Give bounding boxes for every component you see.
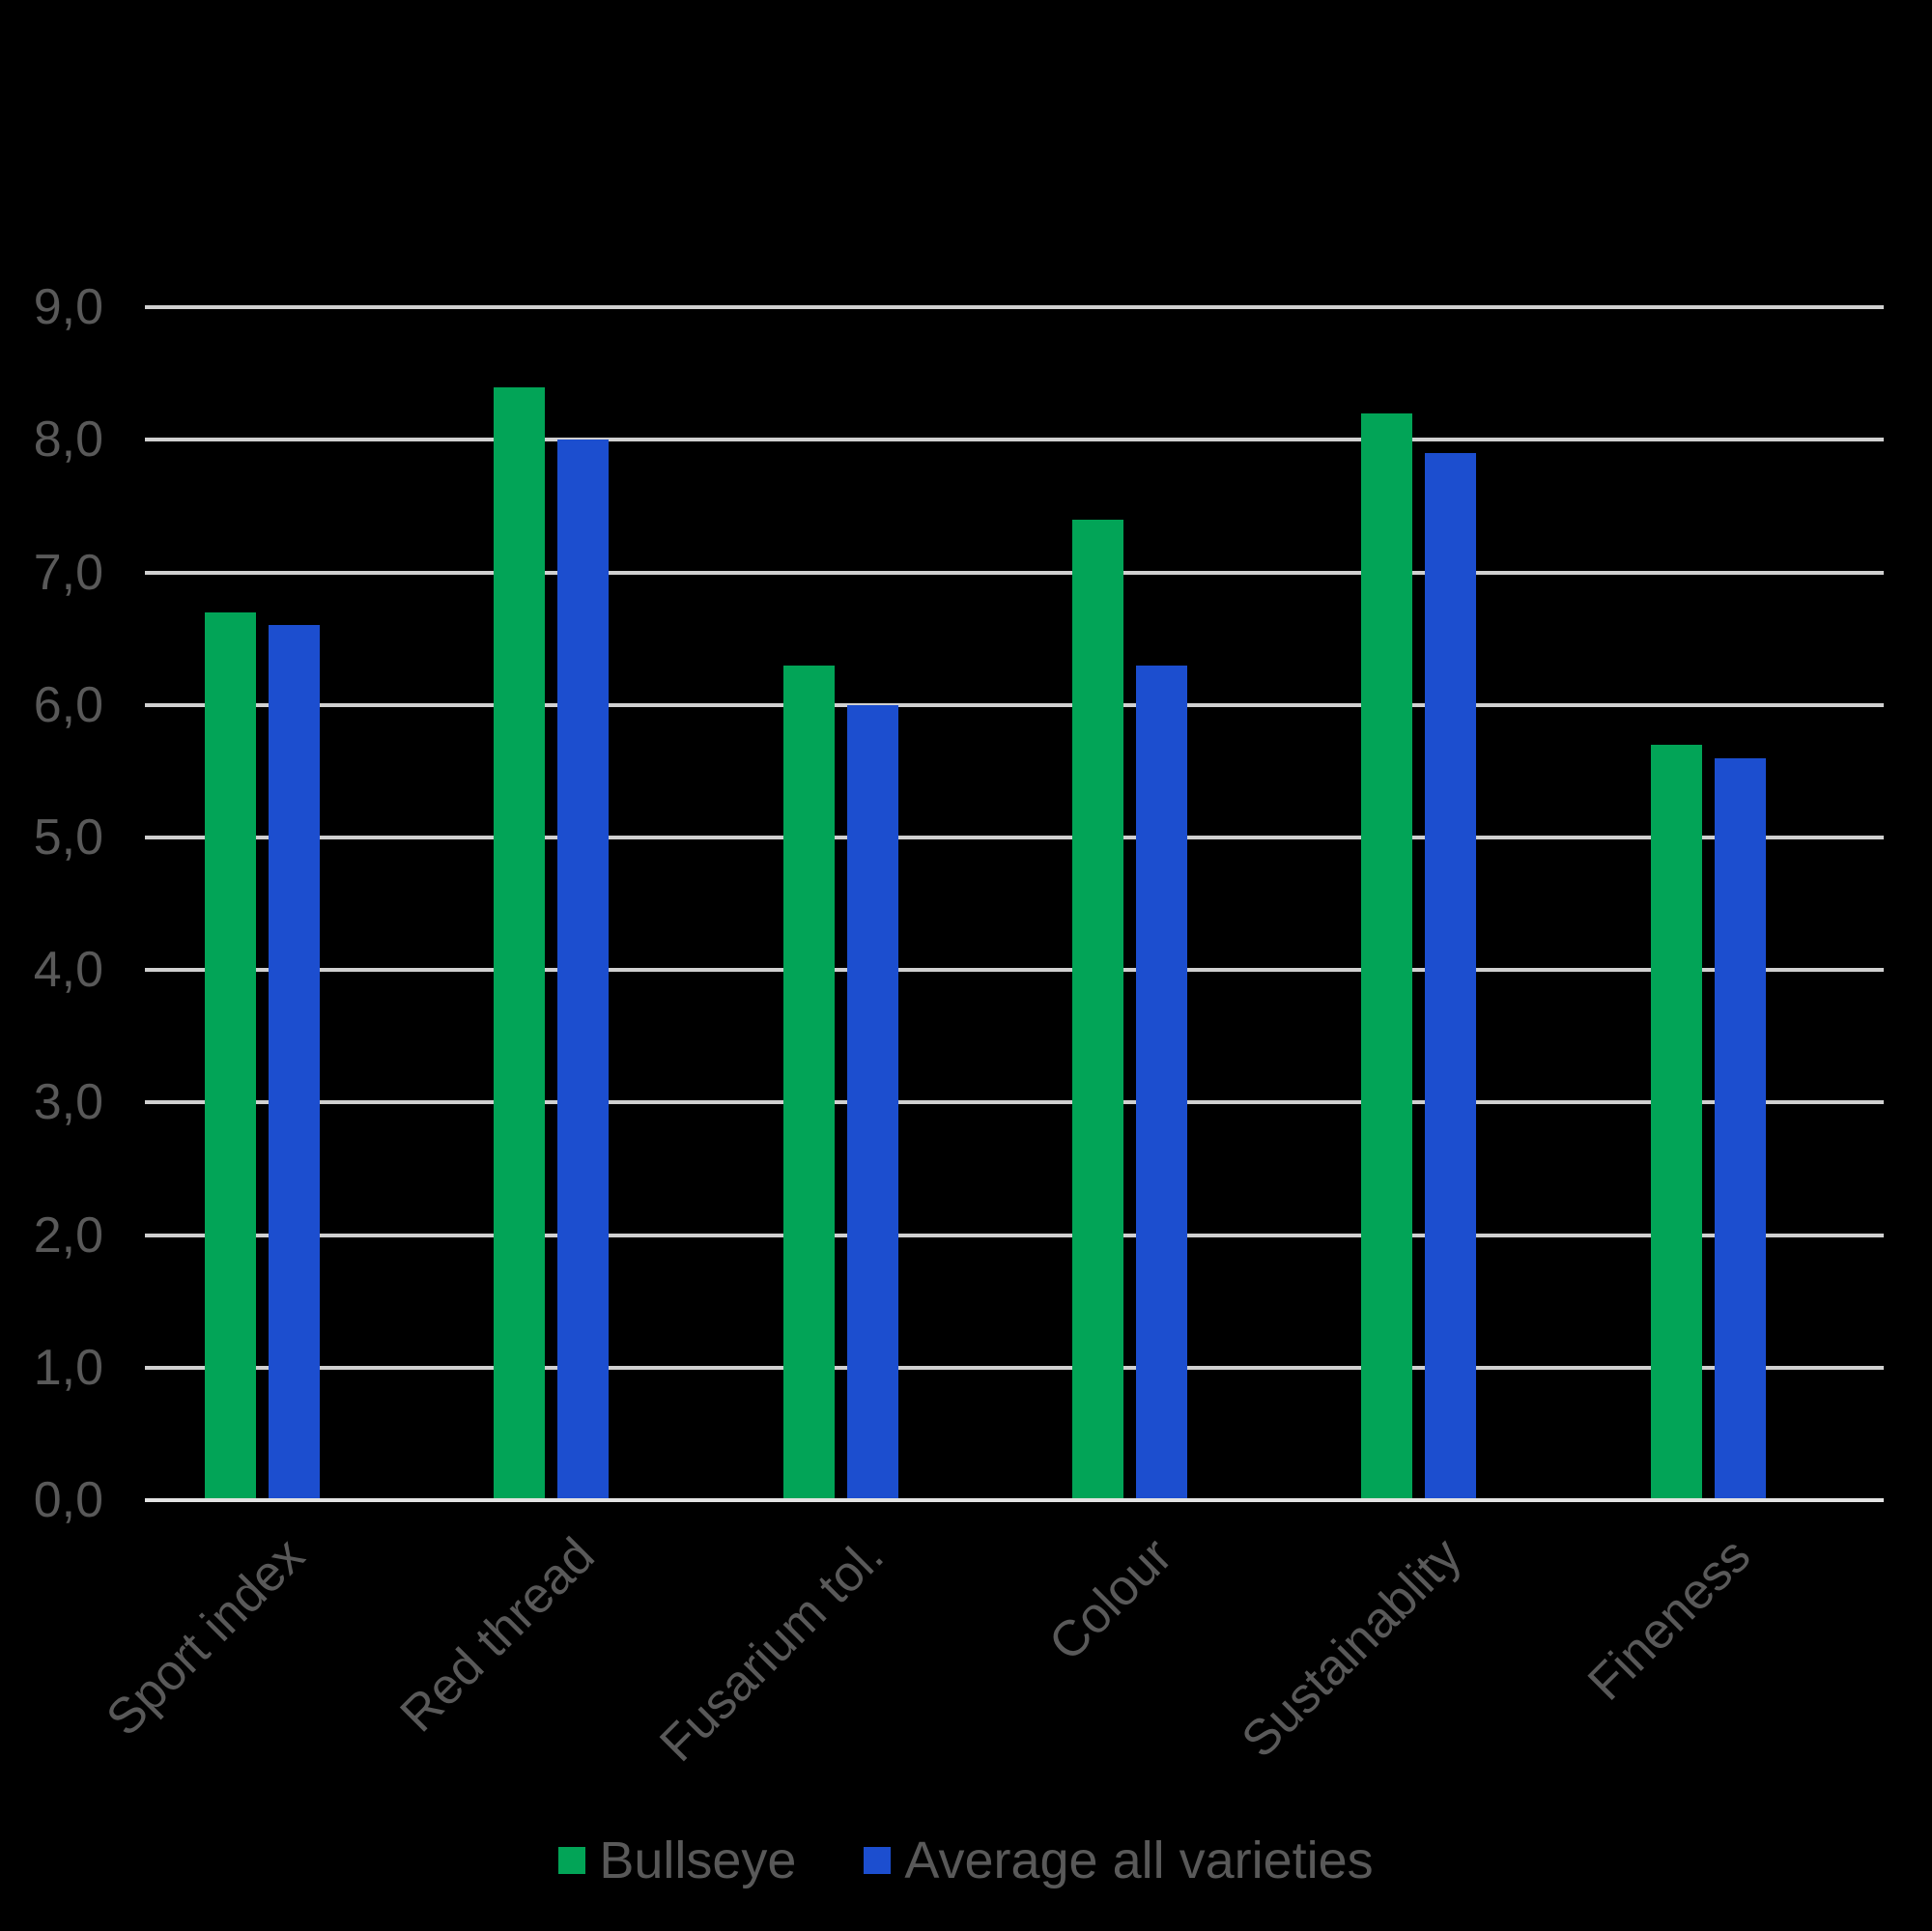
x-category-label-red-thread: Red thread <box>389 1527 606 1744</box>
y-axis-tick-label: 2,0 <box>33 1207 103 1264</box>
bar-average-all-varieties-sustainablity <box>1425 453 1477 1500</box>
y-axis-tick-label: 6,0 <box>33 676 103 733</box>
y-axis-tick-label: 9,0 <box>33 279 103 336</box>
bar-average-all-varieties-fusarium-tol- <box>846 704 898 1500</box>
y-axis-tick-label: 4,0 <box>33 942 103 999</box>
gridline-y-8 <box>145 438 1884 442</box>
gridline-y-5 <box>145 836 1884 839</box>
bar-average-all-varieties-colour <box>1135 665 1187 1500</box>
y-axis-tick-label: 5,0 <box>33 809 103 866</box>
legend-item-average-all-varieties: Average all varieties <box>864 1832 1374 1889</box>
bar-bullseye-sustainablity <box>1361 412 1413 1500</box>
bar-bullseye-fineness <box>1650 744 1702 1500</box>
legend-item-bullseye: Bullseye <box>558 1833 796 1888</box>
x-axis-line <box>145 1498 1884 1502</box>
x-category-label-colour: Colour <box>1038 1527 1183 1672</box>
gridline-y-9 <box>145 305 1884 310</box>
x-category-label-fineness: Fineness <box>1577 1527 1762 1712</box>
bar-average-all-varieties-fineness <box>1714 757 1766 1500</box>
bar-bullseye-fusarium-tol- <box>782 665 835 1500</box>
gridline-y-7 <box>145 570 1884 575</box>
gridline-y-1 <box>145 1365 1884 1370</box>
bar-average-all-varieties-sport-index <box>269 625 320 1500</box>
y-axis-tick-label: 7,0 <box>33 544 103 601</box>
legend: Bullseye Average all varieties <box>0 1833 1932 1888</box>
gridline-y-2 <box>145 1233 1884 1237</box>
legend-swatch-icon <box>558 1847 586 1874</box>
bar-average-all-varieties-red-thread <box>557 440 610 1500</box>
gridline-y-6 <box>145 702 1884 707</box>
gridline-y-4 <box>145 968 1884 973</box>
bar-bullseye-sport-index <box>205 611 256 1500</box>
y-axis-tick-label: 1,0 <box>33 1339 103 1396</box>
y-axis-tick-label: 3,0 <box>33 1074 103 1131</box>
y-axis-tick-label: 0,0 <box>33 1472 103 1528</box>
legend-label: Bullseye <box>599 1832 797 1889</box>
bar-bullseye-red-thread <box>494 386 546 1500</box>
x-category-label-sport-index: Sport index <box>96 1527 316 1747</box>
x-category-label-fusarium-tol-: Fusarium tol. <box>648 1527 895 1773</box>
gridline-y-3 <box>145 1100 1884 1105</box>
legend-swatch-icon <box>864 1847 892 1874</box>
y-axis-tick-label: 8,0 <box>33 412 103 469</box>
x-category-label-sustainablity: Sustainablity <box>1231 1527 1473 1769</box>
bar-bullseye-colour <box>1071 519 1123 1500</box>
legend-label: Average all varieties <box>904 1832 1374 1889</box>
